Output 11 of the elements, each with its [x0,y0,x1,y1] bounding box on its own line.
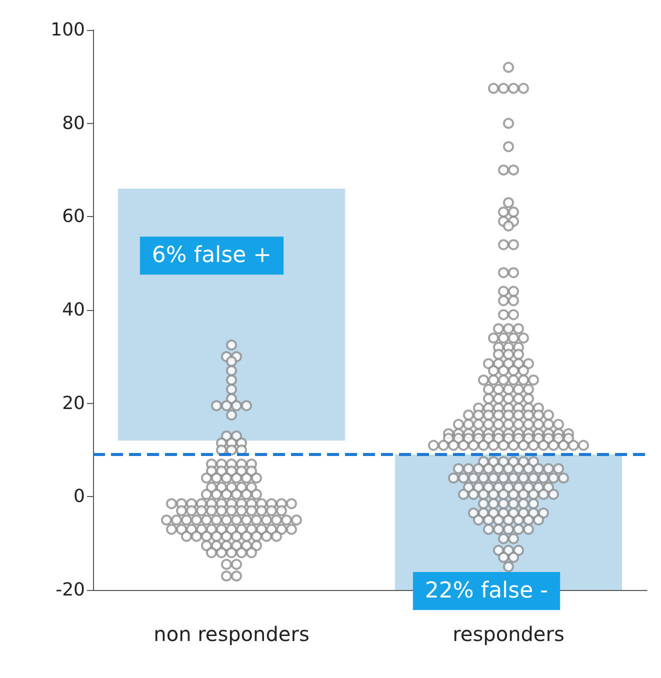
x-tick-label: responders [452,622,564,646]
y-tick-label: -20 [56,580,85,600]
y-tick-label: 60 [62,206,85,228]
y-tick-label: 20 [62,392,85,414]
y-tick-label: 40 [62,300,85,320]
y-tick-label: 80 [62,112,85,134]
y-tick-label: 100 [50,20,85,40]
y-tick-label: 0 [74,486,85,508]
x-tick-label: non responders [154,622,310,646]
band-label: 6% false + [152,243,272,268]
band-label: 22% false - [424,578,548,604]
